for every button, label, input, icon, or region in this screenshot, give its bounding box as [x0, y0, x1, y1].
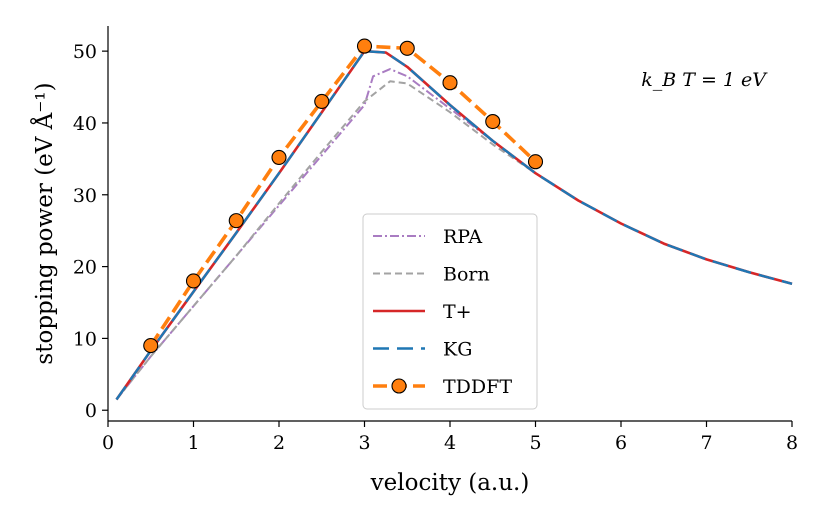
y-tick-label: 10 [73, 328, 97, 350]
data-point-tddft [228, 213, 244, 229]
y-tick-label: 30 [73, 185, 97, 207]
legend-label-rpa: RPA [443, 226, 482, 248]
data-point-tddft [185, 273, 202, 289]
y-tick-label: 40 [73, 113, 97, 135]
x-tick-label: 4 [444, 432, 456, 454]
x-tick-label: 0 [102, 432, 114, 454]
x-tick-label: 7 [700, 432, 712, 454]
legend-marker-tddft [391, 378, 407, 394]
series-layer [115, 38, 793, 401]
x-tick-label: 6 [615, 432, 627, 454]
y-tick-label: 0 [85, 400, 97, 422]
ticks: 0 1 2 3 4 5 6 7 8 0 10 20 30 40 50 [73, 41, 798, 454]
data-point-tddft [271, 149, 287, 165]
legend-label-kg: KG [443, 339, 472, 361]
data-point-tddft [314, 93, 330, 109]
x-tick-label: 3 [358, 432, 370, 454]
series-line-tddft [149, 44, 537, 347]
series-line-kg [115, 49, 793, 401]
x-tick-label: 1 [187, 432, 199, 454]
data-point-tddft [399, 40, 415, 56]
data-point-tddft [143, 338, 159, 354]
legend-box [362, 213, 538, 410]
data-point-tddft [442, 75, 458, 91]
temperature-annotation: k_B T = 1 eV [641, 69, 768, 91]
data-point-tddft [356, 38, 373, 54]
x-tick-label: 8 [786, 432, 798, 454]
legend: RPA Born T+ KG TDDFT [362, 213, 538, 410]
legend-label-born: Born [443, 264, 490, 286]
y-tick-label: 50 [73, 41, 97, 63]
data-point-tddft [485, 113, 501, 130]
y-axis-label: stopping power (eV Å⁻¹) [30, 82, 58, 364]
legend-label-tddft: TDDFT [443, 376, 512, 398]
x-tick-label: 5 [529, 432, 541, 454]
legend-label-t: T+ [443, 301, 472, 323]
y-tick-label: 20 [73, 257, 97, 279]
data-point-tddft [527, 154, 544, 170]
x-tick-label: 2 [273, 432, 285, 454]
x-axis-label: velocity (a.u.) [370, 470, 530, 496]
